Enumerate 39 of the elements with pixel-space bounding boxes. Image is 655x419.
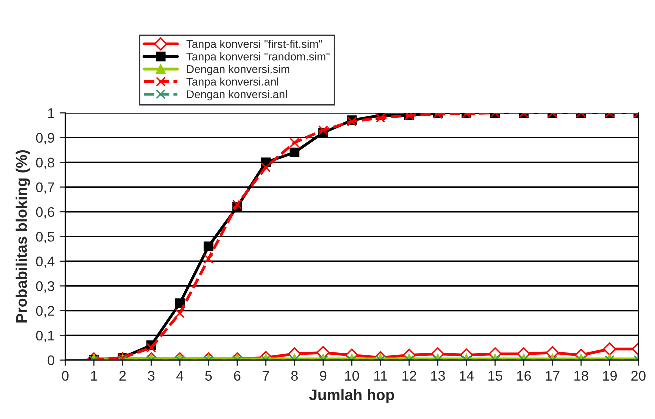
x-tick-label: 11 (374, 371, 388, 381)
y-tick-label: 1 (48, 108, 54, 118)
x-tick-label: 18 (574, 371, 588, 381)
x-tick-label: 8 (291, 371, 298, 381)
y-tick-label: 0,8 (36, 158, 54, 170)
x-tick-label: 17 (546, 371, 560, 381)
x-tick-label: 14 (460, 371, 474, 381)
y-tick-label: 0,4 (36, 256, 55, 268)
legend-label: Dengan konversi.anl (187, 90, 288, 101)
x-tick-label: 7 (262, 371, 270, 381)
x-tick-label: 10 (345, 371, 360, 381)
x-tick-label: 1 (91, 371, 98, 381)
x-tick-label: 0 (62, 371, 69, 381)
x-tick-label: 15 (488, 371, 502, 381)
x-axis-title: Jumlah hop (309, 389, 394, 404)
y-tick-label: 0,3 (36, 282, 54, 293)
legend-label: Tanpa konversi.anl (186, 78, 278, 88)
x-tick-label: 6 (234, 371, 241, 381)
legend-label: Tanpa konversi "random.sim" (186, 52, 330, 63)
y-tick-label: 0,1 (36, 330, 54, 342)
x-tick-label: 3 (148, 371, 155, 381)
y-tick-label: 0,7 (36, 182, 54, 194)
y-tick-label: 0,2 (36, 306, 54, 318)
y-tick-label: 0 (48, 356, 55, 366)
x-tick-label: 16 (517, 371, 532, 381)
x-tick-label: 20 (632, 371, 646, 381)
x-tick-label: 19 (603, 371, 618, 381)
x-tick-label: 4 (176, 371, 184, 381)
y-axis-title: Probabilitas bloking (%) (16, 150, 30, 323)
y-tick-label: 0,6 (36, 207, 54, 219)
legend-label: Dengan konversi.sim (187, 65, 290, 76)
x-tick-label: 2 (120, 371, 126, 381)
x-tick-label: 13 (431, 371, 446, 381)
x-tick-label: 9 (320, 371, 327, 381)
x-tick-label: 12 (402, 371, 416, 381)
y-tick-label: 0,9 (36, 133, 54, 145)
y-tick-label: 0,5 (36, 232, 55, 244)
x-tick-label: 5 (205, 371, 212, 381)
legend-label: Tanpa konversi "first-fit.sim" (186, 40, 322, 50)
